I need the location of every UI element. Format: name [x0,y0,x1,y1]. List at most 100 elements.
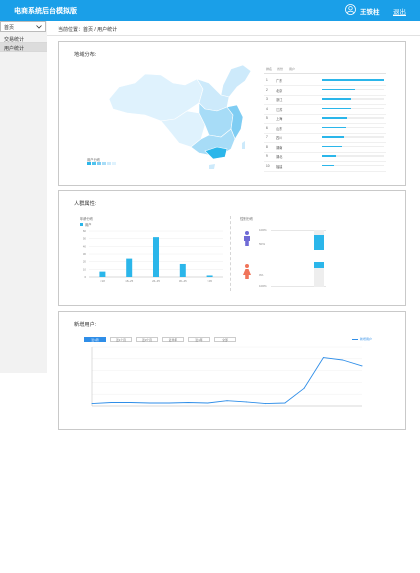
grid-line [271,286,326,287]
row-divider [264,104,386,105]
rank-number: 5 [266,116,268,120]
tab-range-0[interactable]: 近1周 [84,337,106,342]
x-tick-label: 36~45 [179,279,187,283]
row-divider [264,123,386,124]
app-title: 电商系统后台模拟版 [14,8,77,15]
data-point [342,359,344,361]
line-legend-label: 新增用户 [360,337,373,341]
rank-bar-track [322,155,384,157]
rank-bar-fill [322,164,335,166]
gender-tick: 100% [259,284,267,288]
data-point [322,357,324,359]
table-header-province: 省份 [277,67,284,71]
y-tick-label: 30 [83,252,87,256]
province-name: 福建 [276,164,283,169]
rank-number: 7 [266,135,268,139]
breadcrumb: 当前位置：首页 / 用户统计 [58,27,118,33]
data-point [361,365,363,367]
line-legend-swatch [352,339,358,340]
bar-18~25 [126,258,133,277]
tab-range-5[interactable]: 全部 [214,337,236,342]
sidebar-item-trade-stats[interactable]: 交易统计 [0,34,47,43]
x-tick-label: 18~25 [125,279,133,283]
list-item: 1 广东 [264,77,386,86]
sidebar-item-label: 交易统计 [4,37,25,43]
y-tick-label: 20 [83,260,87,264]
bar-<18 [99,271,106,277]
sidebar-item-label: 用户统计 [4,46,25,52]
female-bar-track [314,262,324,287]
bar-36~45 [179,263,186,277]
china-map[interactable] [105,63,280,173]
logout-link[interactable]: 退出 [393,9,406,16]
y-tick-label: 50 [83,237,87,241]
age-legend-label: 用户 [85,223,92,227]
age-distribution-label: 年龄分布 [80,217,94,221]
province-name: 江苏 [276,107,283,112]
row-divider [264,161,386,162]
rank-bar-track [322,145,384,147]
age-bar-chart[interactable]: 0 10 20 30 40 50 60 <18 18~25 26~35 36~45 >45 [73,227,233,289]
tab-range-4[interactable]: 近1年 [188,337,210,342]
male-bar-fill [314,235,324,250]
data-point [149,402,151,404]
y-tick-label: 10 [83,267,87,271]
tab-range-2[interactable]: 近3个月 [136,337,158,342]
map-legend-label: 用户分布 [87,158,101,162]
row-divider [264,94,386,96]
data-point [130,401,132,403]
row-divider [264,142,386,143]
row-divider [264,170,386,172]
top-bar: 电商系统后台模拟版 王铁柱 退出 [0,0,420,21]
list-item: 3 浙江 [264,96,386,105]
map-region-taiwan [242,141,245,149]
female-icon [243,264,251,279]
data-point [226,400,228,402]
gender-tick: 50% [259,242,266,246]
series-line-new-users [91,357,363,405]
data-point [110,401,112,403]
user-name: 王铁柱 [360,9,380,16]
province-name: 浙江 [276,98,283,102]
gender-tick: 100% [259,228,267,232]
table-header-divider [264,73,386,74]
sidebar-select[interactable]: 首页 [0,21,46,32]
gender-distribution-label: 性别分布 [240,217,254,221]
new-users-title: 新增用户: [74,322,97,328]
rank-number: 4 [266,106,268,111]
user-avatar-icon[interactable] [345,4,356,15]
data-point [207,402,209,404]
rank-bar-fill [322,126,346,128]
map-region-northeast [220,64,252,98]
rank-bar-track [322,107,384,109]
sidebar-item-user-stats[interactable]: 用户统计 [0,43,47,52]
province-name: 上海 [276,117,283,121]
tab-range-3[interactable]: 近半年 [162,337,184,342]
province-name: 湖北 [276,155,283,159]
province-name: 北京 [276,88,283,93]
map-region-east [226,104,244,140]
gender-tick: 0% [259,273,264,277]
table-header-rank: 排名 [266,67,273,71]
map-region-hainan [209,164,215,169]
data-point [91,403,93,405]
rank-bar-track [322,88,384,90]
sidebar-select-value: 首页 [4,25,15,31]
rank-bar-fill [322,136,344,138]
rank-bar-track [322,126,384,128]
rank-bar-track [322,136,384,138]
list-item: 8 湖南 [264,144,386,153]
rank-bar-fill [322,107,352,109]
rank-number: 1 [266,78,268,82]
x-tick-label: >45 [207,279,212,283]
new-users-line-chart[interactable] [84,344,374,416]
age-legend-swatch [80,223,83,226]
tab-range-1[interactable]: 近1个月 [110,337,132,342]
chevron-down-icon [36,25,42,29]
rank-bar-track [322,164,384,166]
map-region-southwest [160,110,206,148]
data-point [303,387,305,389]
rank-bar-fill [322,79,384,81]
section-divider [230,216,232,291]
rank-bar-fill [322,145,342,147]
